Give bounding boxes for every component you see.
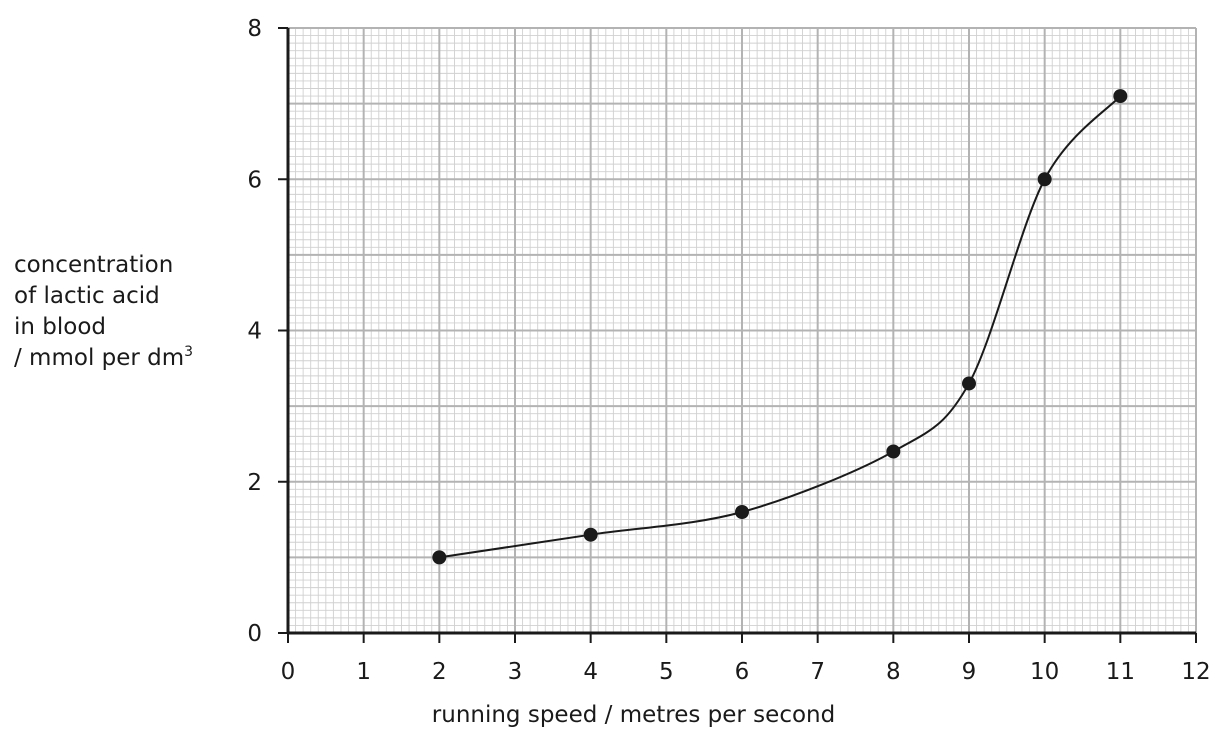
y-axis-label: concentration of lactic acid in blood / … <box>14 250 193 374</box>
x-tick-label: 6 <box>735 659 750 685</box>
x-tick-label: 12 <box>1181 659 1210 685</box>
x-tick-label: 4 <box>583 659 598 685</box>
data-point <box>735 505 749 519</box>
y-tick-label: 6 <box>247 167 262 193</box>
x-tick-label: 11 <box>1106 659 1135 685</box>
x-tick-label: 2 <box>432 659 447 685</box>
x-tick-label: 5 <box>659 659 674 685</box>
x-axis-ticks: 0 1 2 3 4 5 6 7 8 9 10 11 12 <box>281 633 1211 685</box>
data-point <box>1037 172 1052 187</box>
x-tick-label: 1 <box>356 659 371 685</box>
x-tick-label: 9 <box>962 659 977 685</box>
y-axis-label-line: in blood <box>14 314 107 340</box>
x-tick-label: 8 <box>886 659 901 685</box>
data-point <box>583 527 598 542</box>
data-point <box>886 444 901 459</box>
y-axis-ticks: 0 2 4 6 8 <box>247 16 288 647</box>
data-point <box>432 550 447 565</box>
x-axis-label: running speed / metres per second <box>431 702 836 728</box>
y-tick-label: 2 <box>247 470 262 496</box>
y-axis-unit: / mmol per dm <box>14 345 185 371</box>
x-tick-label: 0 <box>281 659 296 685</box>
data-point <box>1113 89 1128 104</box>
y-tick-label: 4 <box>247 319 262 345</box>
data-point <box>962 376 976 391</box>
x-tick-label: 10 <box>1030 659 1059 685</box>
y-axis-unit-superscript: 3 <box>184 344 194 360</box>
grid <box>287 27 1197 634</box>
y-tick-label: 8 <box>247 16 262 42</box>
data-points <box>432 89 1128 565</box>
x-tick-label: 3 <box>508 659 523 685</box>
y-axis-label-line: of lactic acid <box>14 283 160 309</box>
y-axis-label-line-unit: / mmol per dm3 <box>14 343 193 374</box>
x-tick-label: 7 <box>810 659 825 685</box>
y-tick-label: 0 <box>247 621 262 647</box>
y-axis-label-line: concentration <box>14 252 174 278</box>
